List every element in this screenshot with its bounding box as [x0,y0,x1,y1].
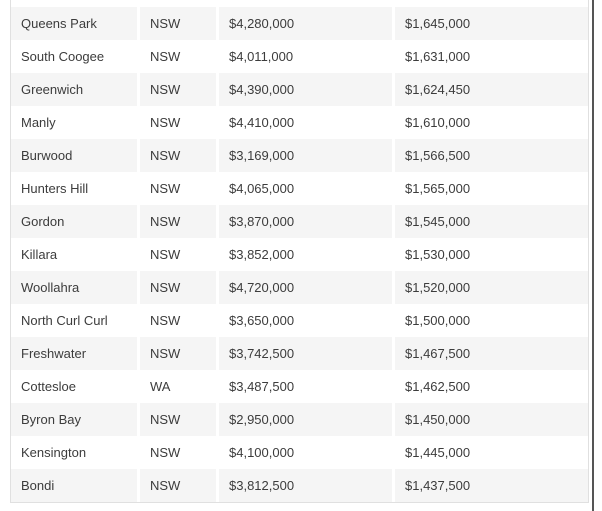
cell-suburb: Queens Park [21,16,97,31]
cell-suburb: Manly [21,115,56,130]
table-row: Hunters Hill NSW $4,065,000 $1,565,000 [11,172,588,205]
cell-price-b: $1,565,000 [392,172,588,205]
suburb-prices-table: Queens Park NSW $4,280,000 $1,645,000 So… [10,0,589,503]
cell-price-b: $1,500,000 [392,304,588,337]
cell-price-b: $1,631,000 [392,40,588,73]
cell-state: NSW [137,106,216,139]
cell-price-b: $1,437,500 [392,469,588,502]
cell-price-a: $3,169,000 [216,139,392,172]
cell-suburb: North Curl Curl [21,313,108,328]
table-row: Gordon NSW $3,870,000 $1,545,000 [11,205,588,238]
cell-price-b: $1,645,000 [392,7,588,40]
cell-suburb: Cottesloe [21,379,76,394]
cell-suburb: Bondi [21,478,55,493]
cell-price-a: $4,410,000 [216,106,392,139]
cell-suburb: Burwood [21,148,73,163]
cell-price-b: $1,450,000 [392,403,588,436]
table-row: Kensington NSW $4,100,000 $1,445,000 [11,436,588,469]
table-row: Woollahra NSW $4,720,000 $1,520,000 [11,271,588,304]
table-row: Bondi NSW $3,812,500 $1,437,500 [11,469,588,502]
cell-price-b: $1,545,000 [392,205,588,238]
cell-state: NSW [137,469,216,502]
table-row: Freshwater NSW $3,742,500 $1,467,500 [11,337,588,370]
window-edge-line [592,0,594,511]
cell-state: NSW [137,238,216,271]
table-row: South Coogee NSW $4,011,000 $1,631,000 [11,40,588,73]
cell-price-a: $4,100,000 [216,436,392,469]
cell-state: NSW [137,40,216,73]
cell-price-b: $1,566,500 [392,139,588,172]
cell-suburb: Woollahra [21,280,80,295]
cell-price-b: $1,467,500 [392,337,588,370]
table-row: Queens Park NSW $4,280,000 $1,645,000 [11,7,588,40]
table-body: Queens Park NSW $4,280,000 $1,645,000 So… [11,7,588,502]
cell-state: NSW [137,337,216,370]
cell-price-a: $2,950,000 [216,403,392,436]
cell-price-a: $3,812,500 [216,469,392,502]
cell-state: NSW [137,436,216,469]
cell-price-b: $1,445,000 [392,436,588,469]
cell-state: NSW [137,7,216,40]
cell-price-a: $3,852,000 [216,238,392,271]
cell-state: NSW [137,304,216,337]
cell-price-a: $4,011,000 [216,40,392,73]
cell-suburb: Byron Bay [21,412,81,427]
cell-price-a: $4,280,000 [216,7,392,40]
cell-suburb: Hunters Hill [21,181,89,196]
cell-suburb: South Coogee [21,49,105,64]
cell-price-a: $4,065,000 [216,172,392,205]
cell-suburb: Gordon [21,214,65,229]
cell-price-a: $4,720,000 [216,271,392,304]
table-row: Greenwich NSW $4,390,000 $1,624,450 [11,73,588,106]
table-row: Manly NSW $4,410,000 $1,610,000 [11,106,588,139]
table-row: Burwood NSW $3,169,000 $1,566,500 [11,139,588,172]
cell-state: WA [137,370,216,403]
cell-price-a: $3,870,000 [216,205,392,238]
cell-state: NSW [137,271,216,304]
cell-price-b: $1,610,000 [392,106,588,139]
cell-price-b: $1,520,000 [392,271,588,304]
cell-price-b: $1,624,450 [392,73,588,106]
cell-price-a: $3,487,500 [216,370,392,403]
table-row: Cottesloe WA $3,487,500 $1,462,500 [11,370,588,403]
cell-state: NSW [137,73,216,106]
cell-price-b: $1,462,500 [392,370,588,403]
table-row: North Curl Curl NSW $3,650,000 $1,500,00… [11,304,588,337]
cell-state: NSW [137,139,216,172]
cell-suburb: Freshwater [21,346,87,361]
cell-price-a: $4,390,000 [216,73,392,106]
cell-suburb: Killara [21,247,58,262]
table-row-partial [11,0,588,7]
table-row: Byron Bay NSW $2,950,000 $1,450,000 [11,403,588,436]
cell-price-a: $3,742,500 [216,337,392,370]
cell-price-a: $3,650,000 [216,304,392,337]
table-row: Killara NSW $3,852,000 $1,530,000 [11,238,588,271]
cell-suburb: Kensington [21,445,87,460]
cell-state: NSW [137,172,216,205]
cell-state: NSW [137,403,216,436]
cell-suburb: Greenwich [21,82,84,97]
cell-state: NSW [137,205,216,238]
cell-price-b: $1,530,000 [392,238,588,271]
